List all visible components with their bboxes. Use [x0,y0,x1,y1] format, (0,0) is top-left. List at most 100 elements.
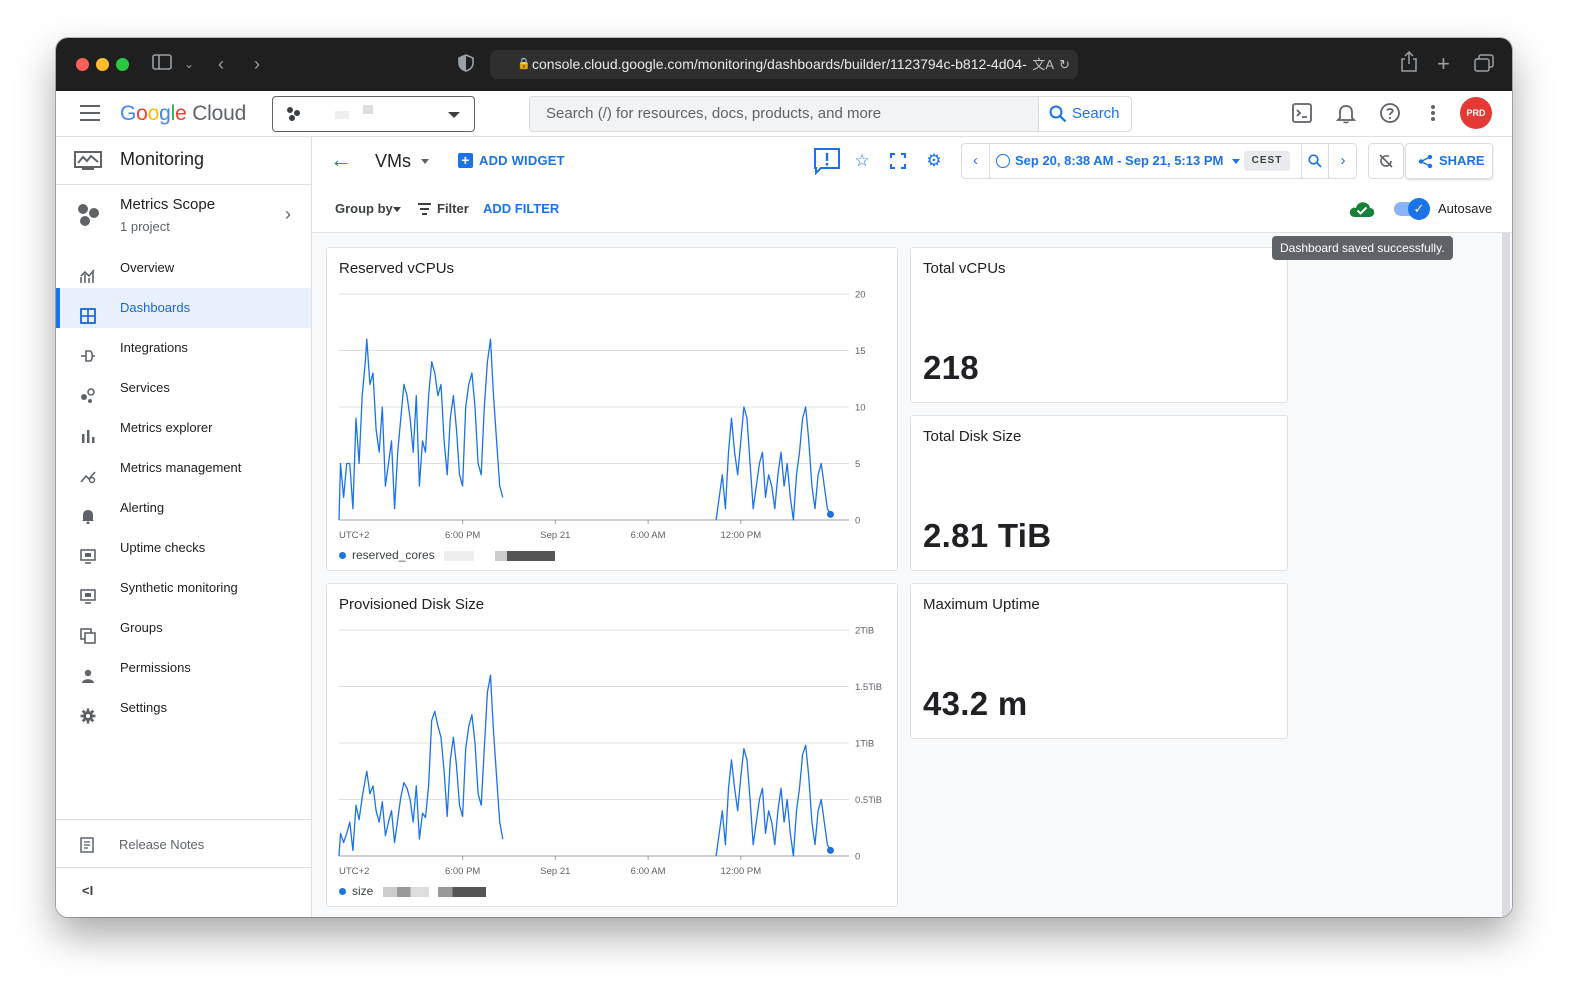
x-tick-label: 12:00 PM [720,866,761,877]
sidebar-title: Monitoring [120,149,205,169]
autosave-toggle[interactable]: ✓ [1394,198,1430,220]
dashboard-menu-caret[interactable] [421,159,429,164]
dashboard-title[interactable]: VMs [375,151,411,171]
group-by-caret[interactable] [393,207,401,212]
chart-legend[interactable]: size [339,884,487,898]
translate-icon[interactable]: 文A [1032,57,1054,72]
sidebar-item-label: Metrics explorer [120,420,213,435]
sidebar-item-uptime-checks[interactable]: Uptime checks [56,528,311,568]
help-icon[interactable] [1379,102,1403,126]
shield-icon[interactable] [458,54,474,78]
sidebar-item-synthetic-monitoring[interactable]: Synthetic monitoring [56,568,311,608]
scrollbar[interactable] [1502,233,1510,917]
sidebar-item-dashboards[interactable]: Dashboards [56,288,311,328]
tab-overview-icon[interactable] [1474,54,1494,78]
legend-redacted [444,550,475,561]
chevron-down-icon[interactable]: ⌄ [184,57,195,71]
sidebar-item-label: Dashboards [120,300,191,315]
sidebar-item-alerting[interactable]: Alerting [56,488,311,528]
back-nav-icon[interactable]: ‹ [218,54,224,74]
project-picker[interactable] [272,96,475,132]
forward-nav-icon[interactable]: › [254,54,260,74]
search-input[interactable]: Search (/) for resources, docs, products… [546,105,882,122]
share-page-icon[interactable] [1400,50,1418,79]
scorecard-value: 43.2 m [923,685,1028,722]
widget-title: Total vCPUs [923,260,1006,277]
avatar[interactable]: PRD [1460,97,1492,129]
chevron-right-icon: › [285,204,291,224]
time-range-caret[interactable] [1232,159,1240,164]
legend-redacted [495,550,556,561]
metrics-scope-selector[interactable]: Metrics Scope 1 project › [56,186,311,246]
series-line-size[interactable] [338,674,504,857]
time-range-picker[interactable]: Sep 20, 8:38 AM - Sep 21, 5:13 PM [996,144,1223,178]
sidebar-item-settings[interactable]: Settings [56,688,311,728]
release-notes-link[interactable]: Release Notes [56,819,311,868]
close-window-button[interactable] [76,58,89,71]
share-button[interactable]: SHARE [1405,143,1493,179]
search-bar[interactable]: Search (/) for resources, docs, products… [529,96,1132,132]
release-notes-icon [80,837,94,853]
sidebar-item-groups[interactable]: Groups [56,608,311,648]
autosave-label: Autosave [1438,201,1493,216]
total-disk-widget[interactable]: Total Disk Size 2.81 TiB [910,415,1288,571]
time-back-button[interactable]: ‹ [962,144,990,178]
collapse-sidebar-button[interactable]: <I [82,883,94,898]
zoom-window-button[interactable] [116,58,129,71]
zoom-icon[interactable] [1301,144,1329,178]
reserved-vcpus-widget[interactable]: Reserved vCPUs 20 15 10 5 0 UTC+2 6:00 PM Sep 2… [326,247,898,571]
main-menu-icon[interactable] [80,105,100,121]
feedback-icon[interactable] [813,147,841,176]
series-line-size[interactable] [715,744,832,857]
sidebar-item-overview[interactable]: Overview [56,248,311,288]
more-options-icon[interactable] [1422,102,1446,126]
cloud-console-header: Google Cloud Search (/) for resources, d… [56,91,1512,137]
x-tick-label: 6:00 AM [631,866,666,877]
group-by-button[interactable]: Group by [335,201,393,216]
x-tick-label: UTC+2 [339,866,369,877]
latest-point-marker[interactable] [826,846,834,854]
minimize-window-button[interactable] [96,58,109,71]
total-vcpus-widget[interactable]: Total vCPUs 218 [910,247,1288,403]
search-button[interactable]: Search [1038,97,1131,131]
add-widget-button[interactable]: + ADD WIDGET [458,153,565,168]
address-bar[interactable]: 🔒 console.cloud.google.com/monitoring/da… [490,50,1078,79]
series-line-reserved_cores[interactable] [338,338,504,521]
add-filter-button[interactable]: ADD FILTER [483,201,560,216]
reload-icon[interactable]: ↻ [1059,57,1070,72]
chart-icon [80,260,96,283]
timezone-badge[interactable]: CEST [1244,151,1290,171]
logo-cloud: Cloud [192,102,247,125]
filter-button[interactable]: Filter [418,201,469,216]
latest-point-marker[interactable] [826,510,834,518]
chart-legend[interactable]: reserved_cores [339,548,556,562]
groups-icon [80,620,96,644]
google-cloud-logo[interactable]: Google Cloud [120,101,246,127]
sidebar-item-permissions[interactable]: Permissions [56,648,311,688]
provisioned-disk-widget[interactable]: Provisioned Disk Size 2TiB 1.5TiB 1TiB 0.5T… [326,583,898,907]
back-arrow-icon[interactable]: ← [330,147,352,172]
project-name-redacted-2 [363,105,373,114]
fullscreen-icon[interactable] [886,149,910,173]
max-uptime-widget[interactable]: Maximum Uptime 43.2 m [910,583,1288,739]
cloud-shell-icon[interactable] [1291,102,1315,126]
sidebar-item-services[interactable]: Services [56,368,311,408]
provisioned-disk-chart[interactable]: 2TiB 1.5TiB 1TiB 0.5TiB 0 UTC+2 6:00 PM Sep 21 6… [327,584,899,908]
sidebar-item-label: Overview [120,260,175,275]
auto-refresh-off-icon[interactable] [1368,143,1404,179]
sidebar-toggle-icon[interactable] [152,52,172,76]
sidebar-item-integrations[interactable]: Integrations [56,328,311,368]
reserved-vcpus-chart[interactable]: 20 15 10 5 0 UTC+2 6:00 PM Sep 21 6:00 AM 12:00 P… [327,248,899,572]
time-forward-button[interactable]: › [1340,152,1346,169]
settings-gear-icon[interactable]: ⚙ [926,151,942,170]
filter-bar: Group by Filter ADD FILTER ✓ Autosave [312,185,1512,233]
new-tab-icon[interactable]: + [1437,51,1450,76]
sidebar-item-label: Alerting [120,500,165,515]
star-icon[interactable]: ☆ [854,151,870,170]
notifications-icon[interactable] [1335,102,1359,126]
sidebar-item-metrics-management[interactable]: Metrics management [56,448,311,488]
monitor-icon [80,580,96,604]
series-line-reserved_cores[interactable] [715,406,832,521]
legend-series-name: size [352,884,374,898]
sidebar-item-metrics-explorer[interactable]: Metrics explorer [56,408,311,448]
